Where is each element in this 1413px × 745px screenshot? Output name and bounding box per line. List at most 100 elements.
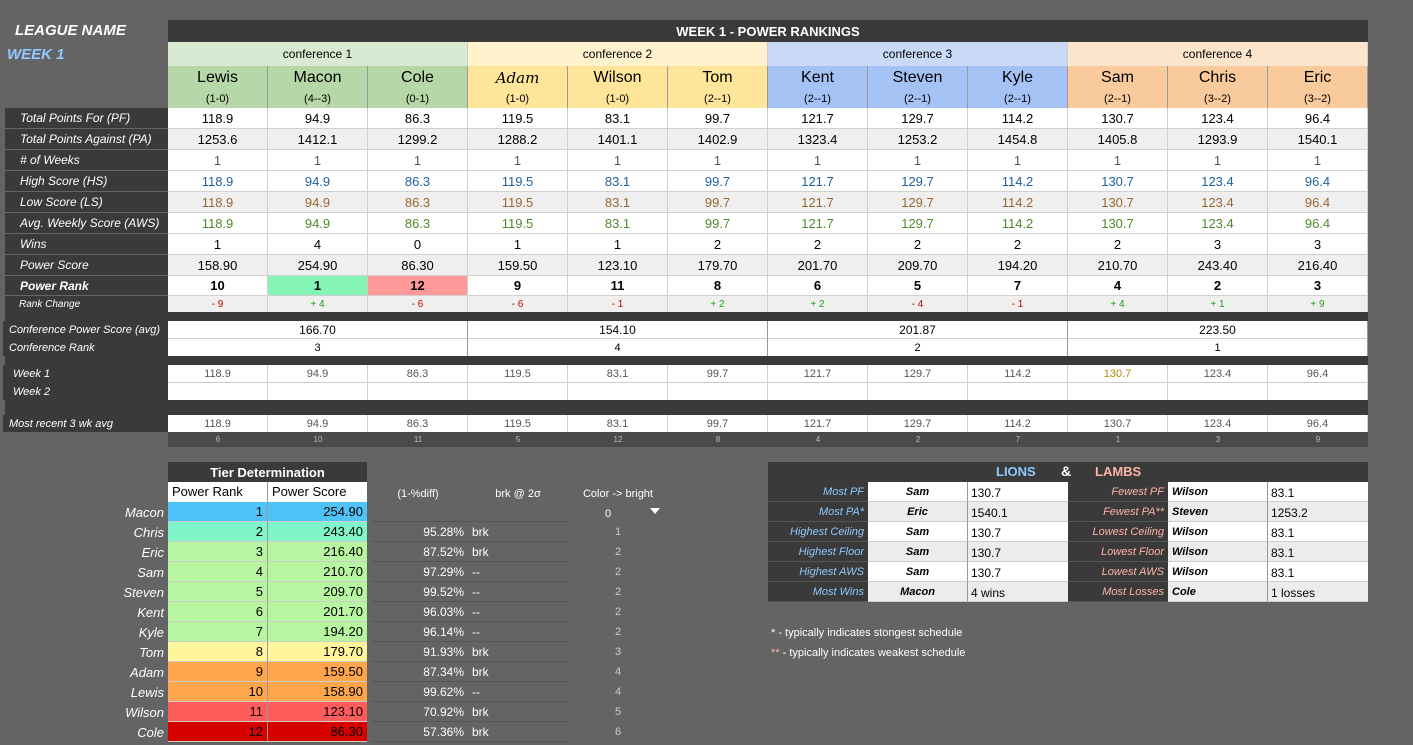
team-name[interactable]: Lewis (168, 66, 268, 90)
rank-change-cell: + 4 (268, 296, 368, 312)
ls-cell: 130.7 (1068, 192, 1168, 213)
aws-cell: 118.9 (168, 213, 268, 234)
hs-cell: 99.7 (668, 171, 768, 192)
pa-cell: 1299.2 (368, 129, 468, 150)
tier-diff-cell: 87.52% (372, 542, 468, 562)
tier-team-name: Lewis (130, 685, 164, 700)
wins-cell: 2 (968, 234, 1068, 255)
team-name[interactable]: Macon (268, 66, 368, 90)
team-name[interactable]: Kent (768, 66, 868, 90)
rank-change-cell: - 6 (468, 296, 568, 312)
wins-cell: 0 (368, 234, 468, 255)
lamb-label: Lowest Ceiling (1068, 522, 1168, 542)
tier-diff-cell (372, 502, 468, 522)
rank-change-cell: - 1 (568, 296, 668, 312)
chevron-down-icon[interactable] (650, 508, 660, 514)
team-name[interactable]: Adam (468, 66, 568, 90)
tier-dropdown-value[interactable]: 0 (604, 508, 612, 520)
team-record: (2--1) (868, 90, 968, 108)
week2-score-cell (368, 383, 468, 400)
tier-score-cell: 123.10 (268, 702, 367, 722)
ls-cell: 123.4 (1168, 192, 1268, 213)
ls-cell: 121.7 (768, 192, 868, 213)
tier-brk-cell: brk (468, 662, 567, 682)
row-label-pf: Total Points For (PF) (5, 108, 168, 129)
wins-cell: 1 (468, 234, 568, 255)
tier-score-cell: 158.90 (268, 682, 367, 702)
aws-cell: 94.9 (268, 213, 368, 234)
lion-value: 1540.1 (968, 502, 1068, 522)
recent-avg-cell: 114.2 (968, 415, 1068, 432)
rank-change-cell: + 4 (1068, 296, 1168, 312)
week1-score-cell: 123.4 (1168, 365, 1268, 383)
team-name[interactable]: Eric (1268, 66, 1368, 90)
power-rank-cell: 4 (1068, 276, 1168, 296)
power-score-cell: 243.40 (1168, 255, 1268, 276)
weeks-cell: 1 (868, 150, 968, 171)
pf-cell: 96.4 (1268, 108, 1368, 129)
tier-brk-cell: -- (468, 682, 567, 702)
tier-color-cell: 3 (614, 646, 622, 658)
sub-rank-cell: 6 (168, 432, 268, 447)
tier-col-diff: (1-%diff) (397, 488, 439, 500)
tier-color-cell: 2 (614, 586, 622, 598)
week2-score-cell (1268, 383, 1368, 400)
week2-score-cell (168, 383, 268, 400)
recent-avg-cell: 123.4 (1168, 415, 1268, 432)
lamb-name: Cole (1168, 582, 1268, 602)
team-name[interactable]: Steven (868, 66, 968, 90)
aws-cell: 96.4 (1268, 213, 1368, 234)
tier-diff-cell: 97.29% (372, 562, 468, 582)
rank-change-cell: + 9 (1268, 296, 1368, 312)
tier-color-cell: 4 (614, 666, 622, 678)
power-rank-cell: 11 (568, 276, 668, 296)
tier-score-cell: 86.30 (268, 722, 367, 742)
power-score-cell: 209.70 (868, 255, 968, 276)
power-score-cell: 86.30 (368, 255, 468, 276)
sub-rank-cell: 11 (368, 432, 468, 447)
tier-team-name: Macon (124, 505, 164, 520)
recent-avg-cell: 119.5 (468, 415, 568, 432)
tier-diff-cell: 96.03% (372, 602, 468, 622)
weeks-cell: 1 (268, 150, 368, 171)
conference-power-score: 201.87 (768, 321, 1068, 339)
hs-cell: 83.1 (568, 171, 668, 192)
ls-cell: 94.9 (268, 192, 368, 213)
tier-rank-cell: 6 (168, 602, 268, 622)
banner-title: WEEK 1 - POWER RANKINGS (168, 20, 1368, 42)
tier-rank-cell: 5 (168, 582, 268, 602)
separator-band (5, 356, 1368, 365)
ls-cell: 129.7 (868, 192, 968, 213)
pa-cell: 1412.1 (268, 129, 368, 150)
lion-name: Eric (868, 502, 968, 522)
row-label-wins: Wins (5, 234, 168, 255)
team-name[interactable]: Sam (1068, 66, 1168, 90)
row-label-conf-rank: Conference Rank (3, 339, 168, 356)
team-name[interactable]: Kyle (968, 66, 1068, 90)
team-name[interactable]: Tom (668, 66, 768, 90)
tier-rank-cell: 4 (168, 562, 268, 582)
wins-cell: 3 (1168, 234, 1268, 255)
tier-rank-cell: 3 (168, 542, 268, 562)
power-rank-cell: 7 (968, 276, 1068, 296)
aws-cell: 129.7 (868, 213, 968, 234)
team-name[interactable]: Chris (1168, 66, 1268, 90)
tier-score-cell: 243.40 (268, 522, 367, 542)
power-score-cell: 216.40 (1268, 255, 1368, 276)
team-record: (1-0) (568, 90, 668, 108)
team-name[interactable]: Wilson (568, 66, 668, 90)
tier-diff-cell: 99.62% (372, 682, 468, 702)
pa-cell: 1454.8 (968, 129, 1068, 150)
lamb-value: 83.1 (1268, 482, 1368, 502)
tier-rank-cell: 9 (168, 662, 268, 682)
ls-cell: 86.3 (368, 192, 468, 213)
lamb-label: Lowest Floor (1068, 542, 1168, 562)
tier-diff-cell: 87.34% (372, 662, 468, 682)
week2-score-cell (1068, 383, 1168, 400)
team-record: (0-1) (368, 90, 468, 108)
recent-avg-cell: 94.9 (268, 415, 368, 432)
week1-score-cell: 94.9 (268, 365, 368, 383)
tier-score-cell: 159.50 (268, 662, 367, 682)
pf-cell: 94.9 (268, 108, 368, 129)
team-name[interactable]: Cole (368, 66, 468, 90)
